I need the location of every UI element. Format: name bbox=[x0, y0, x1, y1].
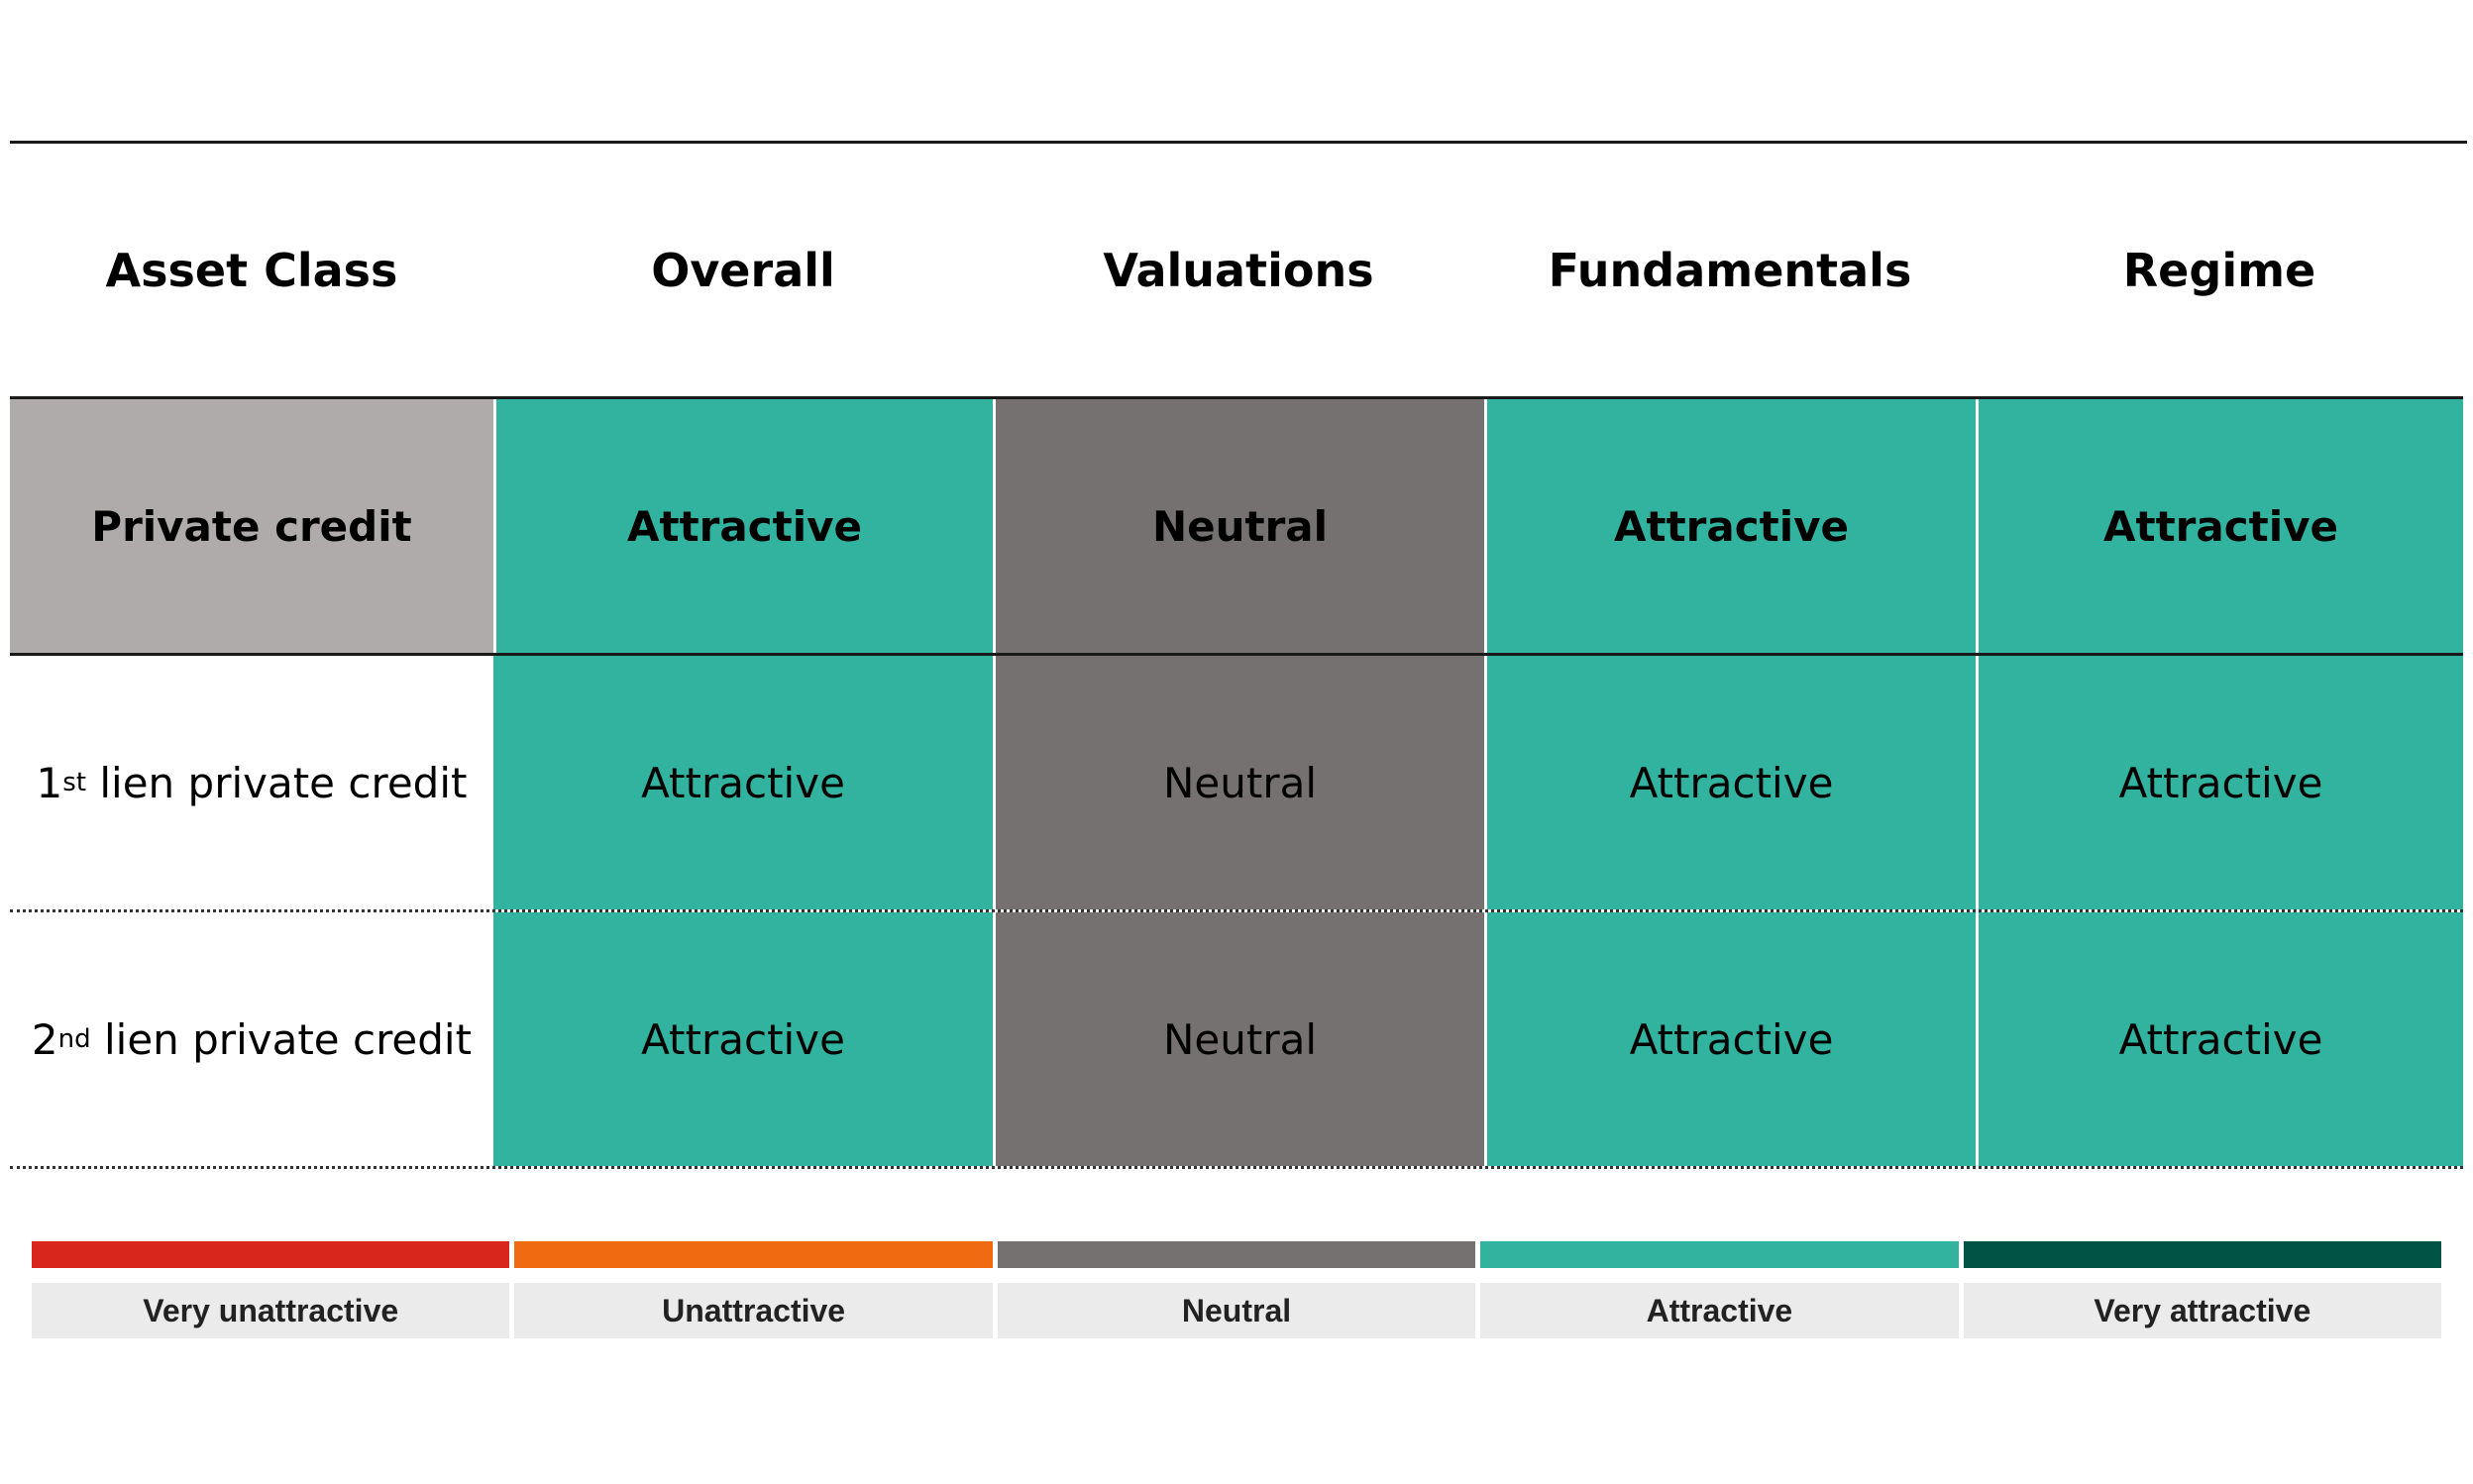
header-valuations: Valuations bbox=[1103, 243, 1374, 297]
legend-label: Unattractive bbox=[514, 1283, 993, 1338]
rating-cell-valuations: Neutral bbox=[993, 656, 1484, 909]
rating-cell-overall: Attractive bbox=[493, 912, 993, 1166]
row-label-text: lien private credit bbox=[86, 758, 468, 807]
asset-class-table: Asset Class Overall Valuations Fundament… bbox=[10, 144, 2463, 1169]
header-asset-class: Asset Class bbox=[105, 243, 398, 297]
header-regime: Regime bbox=[2122, 243, 2316, 297]
row-label-text: lien private credit bbox=[90, 1014, 473, 1064]
legend-label: Attractive bbox=[1480, 1283, 1959, 1338]
legend-color-bar bbox=[1480, 1241, 1959, 1268]
legend-label: Very attractive bbox=[1963, 1283, 2442, 1338]
legend-item-very-attractive: Very attractive bbox=[1963, 1241, 2442, 1338]
rating-cell-overall: Attractive bbox=[493, 656, 993, 909]
legend-item-very-unattractive: Very unattractive bbox=[32, 1241, 510, 1338]
legend-item-neutral: Neutral bbox=[997, 1241, 1476, 1338]
table-header-row: Asset Class Overall Valuations Fundament… bbox=[10, 144, 2463, 399]
table-row: Private credit Attractive Neutral Attrac… bbox=[10, 399, 2463, 656]
rating-cell-valuations: Neutral bbox=[993, 399, 1484, 653]
legend-color-bar bbox=[997, 1241, 1476, 1268]
rating-cell-fundamentals: Attractive bbox=[1484, 912, 1976, 1166]
rating-legend: Very unattractive Unattractive Neutral A… bbox=[32, 1241, 2442, 1338]
rating-cell-valuations: Neutral bbox=[993, 912, 1484, 1166]
row-label: Private credit bbox=[10, 399, 493, 653]
header-overall: Overall bbox=[651, 243, 835, 297]
legend-color-bar bbox=[514, 1241, 993, 1268]
rating-cell-overall: Attractive bbox=[493, 399, 993, 653]
legend-color-bar bbox=[32, 1241, 510, 1268]
rating-cell-fundamentals: Attractive bbox=[1484, 656, 1976, 909]
header-fundamentals: Fundamentals bbox=[1548, 243, 1912, 297]
row-label-number: 2 bbox=[31, 1014, 58, 1064]
rating-cell-regime: Attractive bbox=[1976, 656, 2463, 909]
top-rule bbox=[10, 141, 2467, 144]
rating-cell-fundamentals: Attractive bbox=[1484, 399, 1976, 653]
legend-color-bar bbox=[1963, 1241, 2442, 1268]
legend-label: Neutral bbox=[997, 1283, 1476, 1338]
legend-item-attractive: Attractive bbox=[1480, 1241, 1959, 1338]
legend-item-unattractive: Unattractive bbox=[514, 1241, 993, 1338]
rating-cell-regime: Attractive bbox=[1976, 399, 2463, 653]
rating-cell-regime: Attractive bbox=[1976, 912, 2463, 1166]
legend-label: Very unattractive bbox=[32, 1283, 510, 1338]
row-label-number: 1 bbox=[36, 758, 63, 807]
